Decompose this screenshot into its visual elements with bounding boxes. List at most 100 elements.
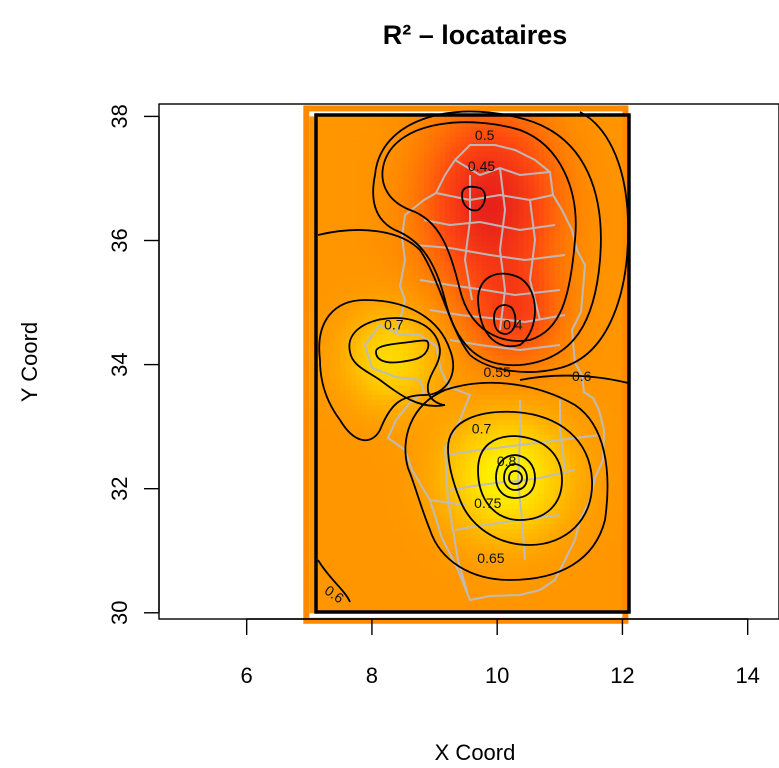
heatmap-cell [330,473,336,480]
heatmap-cell [450,280,457,286]
heatmap-cell [309,602,316,609]
heatmap-cell [382,354,389,361]
heatmap-cell [544,275,550,281]
heatmap-cell [523,558,530,564]
heatmap-cell [351,458,357,465]
heatmap-cell [309,151,316,157]
heatmap-cell [418,602,425,609]
heatmap-cell [538,324,545,331]
heatmap-cell [371,260,378,266]
heatmap-cell [324,434,331,440]
heatmap-cell [319,548,326,554]
heatmap-cell [413,146,420,152]
heatmap-cell [309,453,316,460]
heatmap-cell [361,553,368,559]
heatmap-cell [319,339,326,346]
heatmap-cell [491,498,498,505]
heatmap-cell [554,319,561,326]
heatmap-cell [439,364,446,371]
heatmap-cell [324,578,331,584]
heatmap-cell [398,126,404,132]
heatmap-cell [382,568,389,574]
heatmap-cell [434,458,441,465]
heatmap-cell [403,151,410,157]
heatmap-cell [424,300,430,306]
heatmap-cell [538,458,545,465]
heatmap-cell [403,126,410,132]
heatmap-cell [565,225,571,232]
heatmap-cell [361,389,368,395]
heatmap-cell [309,205,316,212]
heatmap-cell [356,270,363,276]
heatmap-cell [460,558,467,564]
heatmap-cell [371,543,378,549]
heatmap-cell [408,592,415,599]
heatmap-cell [429,553,436,559]
heatmap-cell [439,384,446,391]
heatmap-cell [476,528,483,534]
heatmap-cell [476,444,483,450]
heatmap-cell [518,166,524,172]
heatmap-cell [518,533,524,539]
heatmap-cell [403,419,410,425]
heatmap-cell [377,200,383,207]
heatmap-cell [460,131,467,137]
heatmap-cell [330,270,336,276]
heatmap-cell [335,508,342,515]
heatmap-cell [565,235,571,242]
heatmap-cell [371,225,378,232]
heatmap-cell [491,568,498,574]
heatmap-cell [340,602,347,609]
heatmap-cell [382,319,389,326]
heatmap-cell [518,180,524,187]
heatmap-cell [507,488,514,495]
heatmap-cell [476,488,483,495]
heatmap-cell [309,190,316,197]
heatmap-cell [387,210,394,217]
heatmap-cell [371,488,378,495]
heatmap-cell [387,329,394,336]
heatmap-cell [387,587,394,594]
heatmap-cell [366,265,373,271]
heatmap-cell [418,409,425,415]
heatmap-cell [538,444,545,450]
heatmap-cell [528,399,535,405]
heatmap-cell [455,379,462,386]
heatmap-cell [361,156,368,162]
heatmap-cell [361,453,368,460]
heatmap-cell [512,568,519,574]
heatmap-cell [403,319,410,326]
heatmap-cell [319,389,326,395]
heatmap-cell [340,210,347,217]
heatmap-cell [382,458,389,465]
heatmap-cell [434,404,441,410]
heatmap-cell [345,121,352,127]
heatmap-cell [471,543,477,549]
heatmap-cell [366,295,373,301]
heatmap-cell [387,419,394,425]
heatmap-cell [455,190,462,197]
heatmap-cell [460,270,467,276]
heatmap-cell [371,185,378,192]
heatmap-cell [351,349,357,356]
heatmap-cell [351,260,357,266]
heatmap-cell [408,190,415,197]
heatmap-cell [434,573,441,579]
heatmap-cell [565,230,571,237]
heatmap-cell [340,429,347,435]
heatmap-cell [403,349,410,356]
heatmap-cell [335,468,342,475]
heatmap-cell [538,578,545,584]
heatmap-cell [345,225,352,232]
heatmap-cell [502,533,509,539]
heatmap-cell [554,161,561,167]
heatmap-cell [424,171,430,177]
heatmap-cell [330,463,336,470]
heatmap-cell [340,319,347,326]
heatmap-cell [481,568,488,574]
heatmap-cell [377,533,383,539]
heatmap-cell [491,300,498,306]
heatmap-cell [429,414,436,420]
heatmap-cell [439,349,446,356]
heatmap-cell [413,578,420,584]
